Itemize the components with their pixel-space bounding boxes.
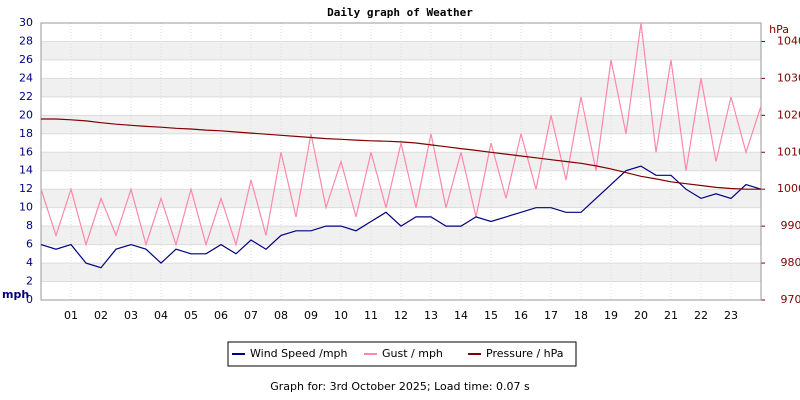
y-tick-label: 26: [19, 53, 33, 66]
y-tick-label: 8: [26, 219, 33, 232]
y-tick-label: 6: [26, 238, 33, 251]
x-tick-label: 15: [484, 309, 498, 322]
y-tick-label: 30: [19, 16, 33, 29]
y-tick-label: 0: [26, 293, 33, 306]
series-line: [40, 22, 762, 247]
x-tick-label: 06: [214, 309, 228, 322]
legend-label: Pressure / hPa: [486, 347, 564, 360]
y2-tick-label: 1010: [777, 145, 800, 158]
x-tick-label: 01: [64, 309, 78, 322]
x-tick-label: 04: [154, 309, 168, 322]
y-tick-label: 24: [19, 71, 33, 84]
x-tick-label: 03: [124, 309, 138, 322]
x-tick-label: 02: [94, 309, 108, 322]
y-tick-label: 2: [26, 275, 33, 288]
y2-tick-label: 970: [781, 293, 800, 306]
x-tick-label: 11: [364, 309, 378, 322]
grid-band: [41, 78, 761, 97]
grid-band: [41, 96, 761, 116]
y-tick-label: 18: [19, 127, 33, 140]
grid-band: [41, 59, 761, 79]
x-tick-label: 09: [304, 309, 318, 322]
y-tick-label: 12: [19, 182, 33, 195]
x-tick-label: 13: [424, 309, 438, 322]
x-tick-label: 22: [694, 309, 708, 322]
x-tick-label: 12: [394, 309, 408, 322]
y2-tick-label: 980: [781, 256, 800, 269]
grid-band: [41, 207, 761, 227]
legend-label: Wind Speed /mph: [250, 347, 348, 360]
chart-title: Daily graph of Weather: [327, 6, 473, 19]
y-tick-label: 20: [19, 108, 33, 121]
x-tick-label: 10: [334, 309, 348, 322]
legend-label: Gust / mph: [382, 347, 443, 360]
x-tick-label: 18: [574, 309, 588, 322]
y-tick-label: 4: [26, 256, 33, 269]
footer: Graph for: 3rd October 2025; Load time: …: [270, 380, 530, 393]
grid-band: [41, 244, 761, 264]
x-tick-label: 23: [724, 309, 738, 322]
y-tick-label: 14: [19, 164, 33, 177]
x-tick-label: 19: [604, 309, 618, 322]
x-tick-label: 21: [664, 309, 678, 322]
y2-tick-label: 1000: [777, 182, 800, 195]
y2-tick-label: 990: [781, 219, 800, 232]
plot: [41, 22, 761, 301]
x-tick-label: 20: [634, 309, 648, 322]
series-line: [41, 118, 761, 190]
y-tick-label: 22: [19, 90, 33, 103]
x-tick-label: 07: [244, 309, 258, 322]
plot-frame: [40, 22, 762, 301]
y-tick-label: 28: [19, 34, 33, 47]
x-tick-label: 14: [454, 309, 468, 322]
y-tick-label: 10: [19, 201, 33, 214]
x-tick-label: 16: [514, 309, 528, 322]
y2-axis-label: hPa: [769, 23, 789, 36]
y-tick-label: 16: [19, 145, 33, 158]
x-tick-label: 08: [274, 309, 288, 322]
legend-box: [227, 341, 577, 367]
series-line: [40, 165, 762, 269]
y-axis-label: mph: [2, 288, 29, 301]
x-tick-label: 05: [184, 309, 198, 322]
y2-tick-label: 1030: [777, 71, 800, 84]
x-tick-label: 17: [544, 309, 558, 322]
